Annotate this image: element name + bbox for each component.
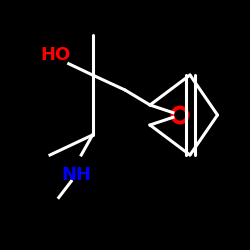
Text: NH: NH [61, 166, 91, 184]
Text: HO: HO [40, 46, 70, 64]
